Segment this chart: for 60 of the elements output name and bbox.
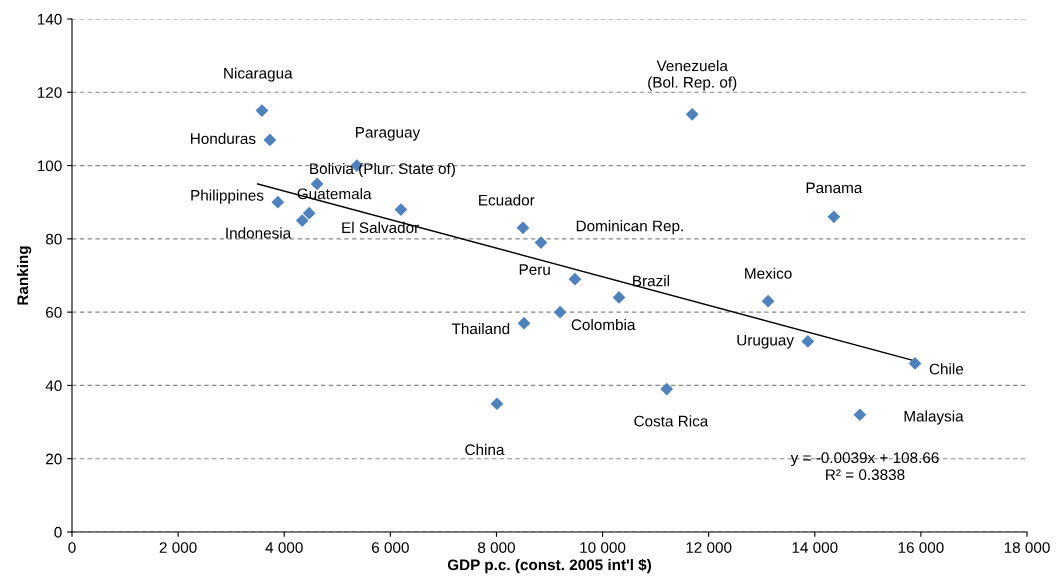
x-axis-title: GDP p.c. (const. 2005 int'l $) xyxy=(447,558,652,574)
y-tick-label: 60 xyxy=(46,307,62,318)
x-tick-label: 14 000 xyxy=(792,542,838,553)
point xyxy=(516,221,530,235)
x-tick-label: 18 000 xyxy=(1004,542,1050,553)
annotation: Chile xyxy=(929,363,964,375)
point xyxy=(271,195,285,209)
annotation: Mexico xyxy=(745,267,792,279)
point xyxy=(302,206,316,220)
x-tick-label: 2 000 xyxy=(159,542,197,553)
y-axis-title: Ranking xyxy=(16,246,32,305)
x-tick-label: 6 000 xyxy=(372,542,409,553)
annotation: R² = 0.3838 xyxy=(826,469,905,481)
point xyxy=(761,294,775,308)
x-tick-label: 16 000 xyxy=(898,542,944,553)
annotation: Indonesia xyxy=(226,227,292,239)
point xyxy=(660,382,674,396)
y-tick-label: 40 xyxy=(45,380,62,392)
point xyxy=(568,272,582,286)
x-tick-label: 12 000 xyxy=(686,542,732,553)
annotation: Nicaragua xyxy=(224,67,293,82)
x-tick-label: 10 000 xyxy=(580,542,626,553)
point xyxy=(255,104,269,117)
point xyxy=(263,133,277,147)
point xyxy=(490,397,504,411)
annotation: El Salvador xyxy=(342,221,419,234)
annotation: Colombia xyxy=(571,318,636,331)
point xyxy=(553,305,567,319)
point xyxy=(685,107,699,121)
annotation: Guatemala xyxy=(297,188,372,200)
annotation: Uruguay xyxy=(737,334,794,349)
annotation: Honduras xyxy=(191,132,256,145)
x-tick-label: 4 000 xyxy=(265,542,303,553)
annotation: Dominican Rep. xyxy=(576,220,683,235)
annotation: Philippines xyxy=(191,189,264,204)
annotation: Thailand xyxy=(451,322,510,335)
x-tick-label: 8 000 xyxy=(477,542,515,553)
annotation: y = -0.0039x + 108.66 xyxy=(790,452,939,467)
y-tick-label: 80 xyxy=(45,233,62,245)
point xyxy=(295,214,309,227)
y-tick-label: 20 xyxy=(46,453,62,465)
annotation: Peru xyxy=(519,264,550,275)
point xyxy=(827,210,841,224)
point xyxy=(517,316,531,330)
y-tick-label: 100 xyxy=(37,160,62,172)
y-tick-label: 0 xyxy=(54,526,62,538)
annotation: Panama xyxy=(806,182,863,194)
x-tick-label: 0 xyxy=(68,542,76,553)
y-tick-label: 140 xyxy=(37,13,62,25)
annotation: Paraguay xyxy=(356,127,421,141)
annotation: Ecuador xyxy=(479,194,535,206)
point xyxy=(801,335,815,348)
annotation: Brazil xyxy=(633,275,670,287)
point xyxy=(853,408,867,422)
y-tick-label: 120 xyxy=(37,87,62,98)
annotation: Bolivia (Plur. State of) xyxy=(310,162,455,178)
annotation: Malaysia xyxy=(904,410,964,425)
annotation: China xyxy=(465,443,505,456)
annotation: Costa Rica xyxy=(634,415,709,427)
annotation: Venezuela (Bol. Rep. of) xyxy=(648,60,737,91)
